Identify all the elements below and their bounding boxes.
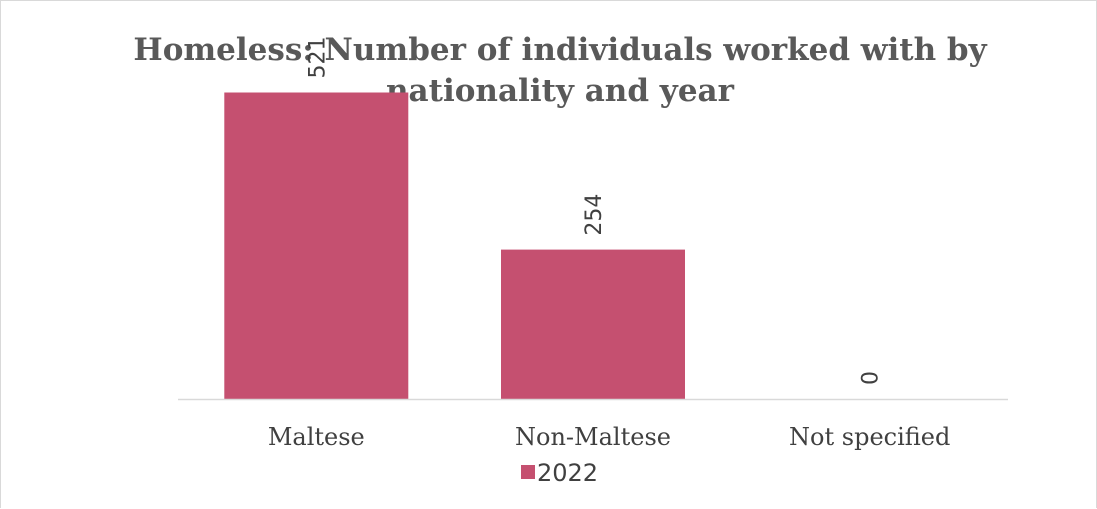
chart-title-line-1: Homeless: Number of individuals worked w… bbox=[133, 32, 987, 68]
plot-area: 521 Maltese 254 Non-Maltese 0 Not specified bbox=[224, 37, 950, 451]
bar-maltese bbox=[224, 92, 409, 399]
chart-title-line-2: nationality and year bbox=[386, 73, 735, 109]
legend-swatch bbox=[521, 465, 535, 479]
legend: 2022 bbox=[521, 459, 598, 487]
data-label: 0 bbox=[859, 371, 884, 385]
data-label: 254 bbox=[582, 194, 607, 236]
data-label: 521 bbox=[305, 37, 330, 79]
category-label: Maltese bbox=[268, 423, 365, 451]
category-label: Non-Maltese bbox=[515, 423, 671, 451]
bar-non-maltese bbox=[501, 249, 685, 399]
legend-label: 2022 bbox=[537, 459, 598, 487]
category-label: Not specified bbox=[789, 423, 950, 451]
